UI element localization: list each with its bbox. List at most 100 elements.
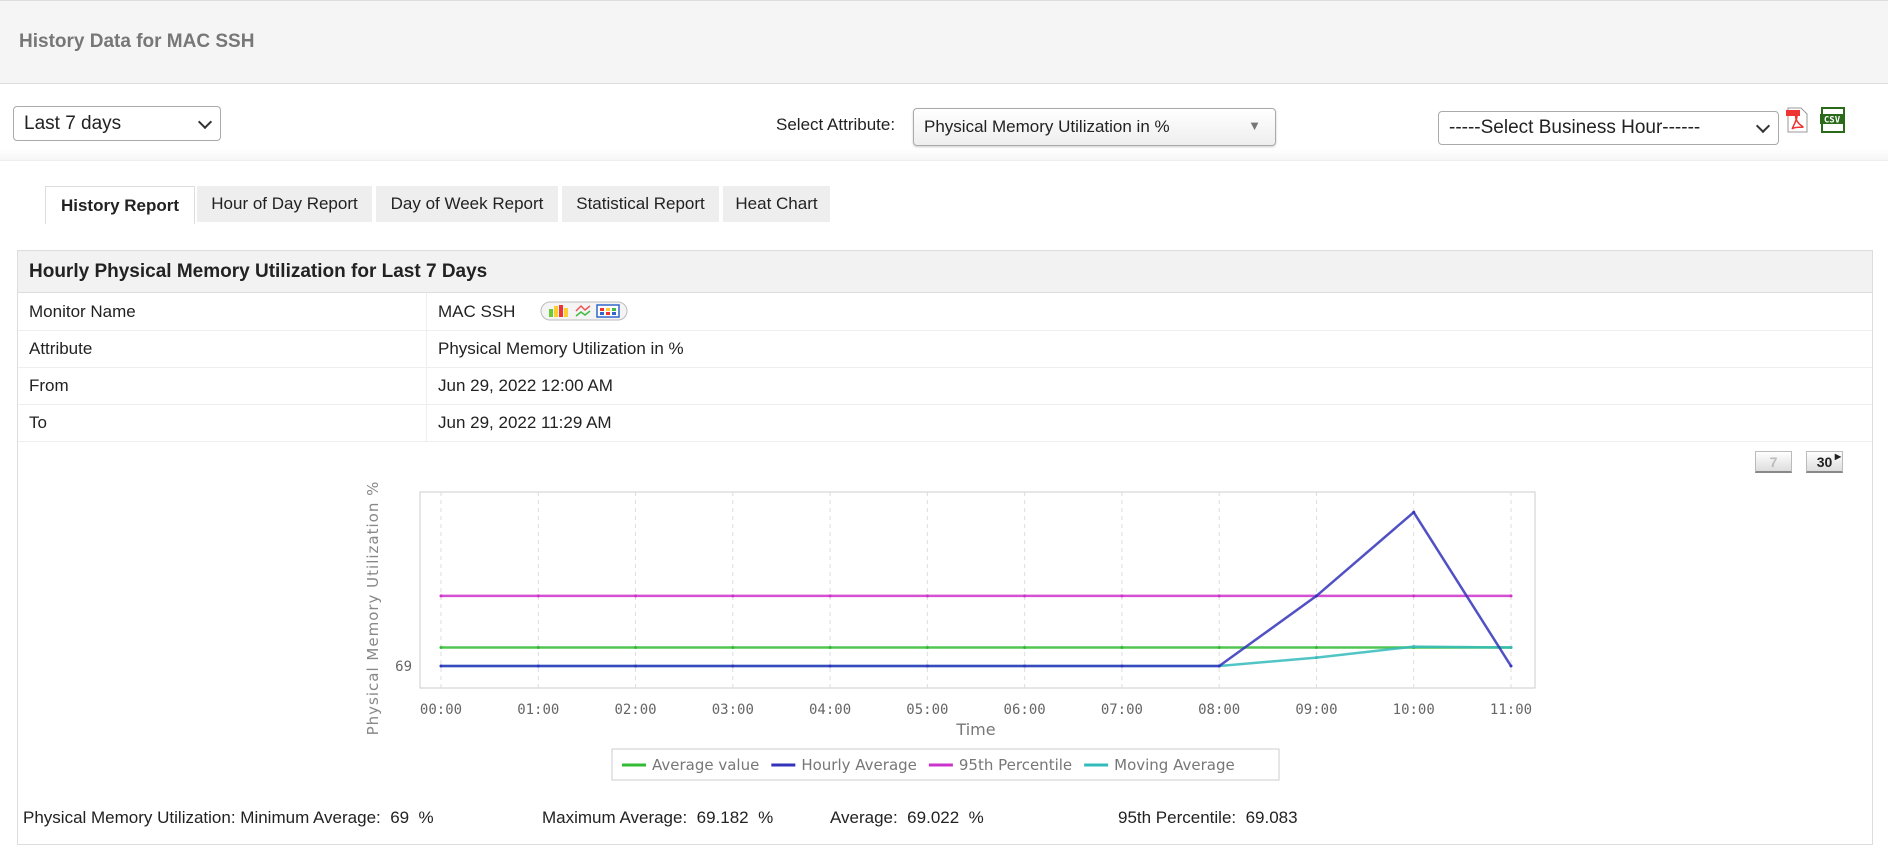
data-point <box>1023 594 1027 598</box>
data-point <box>1217 664 1221 668</box>
row-value: Jun 29, 2022 11:29 AM <box>438 413 612 432</box>
data-point <box>1509 645 1513 649</box>
data-point <box>1120 594 1124 598</box>
button-label: 7 <box>1769 453 1778 470</box>
row-value: Physical Memory Utilization in % <box>438 339 684 358</box>
data-point <box>1023 664 1027 668</box>
button-label: 30 <box>1816 453 1833 470</box>
x-tick-label: 10:00 <box>1393 702 1435 718</box>
triangle-down-icon: ▼ <box>1248 118 1261 133</box>
legend-label: Hourly Average <box>801 756 917 774</box>
data-point <box>731 664 735 668</box>
data-point <box>828 594 832 598</box>
stat-minimum: Physical Memory Utilization: Minimum Ave… <box>23 808 434 827</box>
arrow-right-icon: ▶ <box>1834 452 1841 461</box>
data-point <box>634 594 638 598</box>
tab-label: Hour of Day Report <box>211 194 358 213</box>
plot-area <box>419 491 1536 689</box>
attribute-select[interactable]: Physical Memory Utilization in % ▼ <box>913 108 1276 146</box>
data-point <box>1023 645 1027 649</box>
x-tick-label: 09:00 <box>1295 702 1337 718</box>
tab-day-of-week-report[interactable]: Day of Week Report <box>376 186 558 222</box>
x-tick-label: 06:00 <box>1004 702 1046 718</box>
legend-label: Moving Average <box>1114 756 1235 774</box>
data-point <box>1314 594 1318 598</box>
stat-average: Average: 69.022 % <box>830 808 984 827</box>
info-row-monitor: Monitor Name MAC SSH <box>18 293 1872 331</box>
row-key: To <box>29 413 47 432</box>
x-tick-label: 03:00 <box>712 702 754 718</box>
data-point <box>1509 594 1513 598</box>
data-point <box>828 664 832 668</box>
series-line-hourly-average <box>441 510 1513 668</box>
x-tick-label: 02:00 <box>614 702 656 718</box>
data-point <box>1509 664 1513 668</box>
page-title: History Data for MAC SSH <box>19 31 255 52</box>
period-select-value: Last 7 days <box>24 112 122 134</box>
legend-label: Average value <box>652 756 759 774</box>
page-header: History Data for MAC SSH <box>0 0 1888 84</box>
row-key: Attribute <box>29 339 93 358</box>
tab-label: Heat Chart <box>735 194 818 213</box>
data-point <box>1314 645 1318 649</box>
row-key: Monitor Name <box>29 302 136 321</box>
y-tick-label: 69 <box>395 659 412 675</box>
data-point <box>536 664 540 668</box>
info-row-to: To Jun 29, 2022 11:29 AM <box>18 404 1872 442</box>
data-point <box>828 645 832 649</box>
attribute-select-value: Physical Memory Utilization in % <box>924 117 1170 136</box>
data-point <box>1120 664 1124 668</box>
data-point <box>1412 594 1416 598</box>
info-row-from: From Jun 29, 2022 12:00 AM <box>18 367 1872 405</box>
stat-maximum: Maximum Average: 69.182 % <box>542 808 774 827</box>
period-select[interactable]: Last 7 days <box>13 106 221 141</box>
data-point <box>439 645 443 649</box>
range-7-days-button[interactable]: 7 <box>1755 451 1792 473</box>
tab-hour-of-day-report[interactable]: Hour of Day Report <box>197 186 372 222</box>
x-tick-label: 07:00 <box>1101 702 1143 718</box>
data-point <box>1314 656 1318 660</box>
data-point <box>439 664 443 668</box>
x-axis-label: Time <box>955 720 995 739</box>
data-point <box>731 645 735 649</box>
data-point <box>634 664 638 668</box>
data-point <box>1217 594 1221 598</box>
data-point <box>1412 510 1416 514</box>
data-point <box>925 594 929 598</box>
tab-heat-chart[interactable]: Heat Chart <box>723 186 830 222</box>
range-30-days-button[interactable]: 30 ▶ <box>1806 451 1843 473</box>
info-row-attribute: Attribute Physical Memory Utilization in … <box>18 330 1872 368</box>
x-tick-label: 00:00 <box>420 702 462 718</box>
data-point <box>1120 645 1124 649</box>
data-point <box>536 645 540 649</box>
y-axis-label: Physical Memory Utilization % <box>364 481 382 736</box>
x-tick-label: 01:00 <box>517 702 559 718</box>
tab-label: Day of Week Report <box>390 194 544 213</box>
stat-95th: 95th Percentile: 69.083 <box>1118 808 1298 827</box>
tab-label: History Report <box>60 195 180 215</box>
data-point <box>536 594 540 598</box>
x-tick-label: 05:00 <box>906 702 948 718</box>
legend-label: 95th Percentile <box>959 756 1072 774</box>
x-tick-label: 04:00 <box>809 702 851 718</box>
data-point <box>925 664 929 668</box>
data-point <box>731 594 735 598</box>
data-point <box>925 645 929 649</box>
data-point <box>1217 645 1221 649</box>
x-tick-label: 08:00 <box>1198 702 1240 718</box>
report-title: Hourly Physical Memory Utilization for L… <box>18 251 1872 293</box>
tab-statistical-report[interactable]: Statistical Report <box>562 186 719 222</box>
row-value: Jun 29, 2022 12:00 AM <box>438 376 613 395</box>
pdf-icon[interactable] <box>1785 107 1809 133</box>
tab-history-report[interactable]: History Report <box>45 186 195 224</box>
data-point <box>439 594 443 598</box>
monitor-name-link[interactable]: MAC SSH <box>438 302 516 321</box>
business-hour-select[interactable]: -----Select Business Hour------ <box>1438 111 1779 145</box>
csv-icon[interactable]: CSV <box>1820 107 1846 133</box>
svg-text:CSV: CSV <box>1824 116 1841 126</box>
data-point <box>1412 645 1416 649</box>
business-hour-value: -----Select Business Hour------ <box>1449 117 1701 138</box>
monitor-actions-icon[interactable] <box>540 301 628 321</box>
x-tick-label: 11:00 <box>1490 702 1532 718</box>
